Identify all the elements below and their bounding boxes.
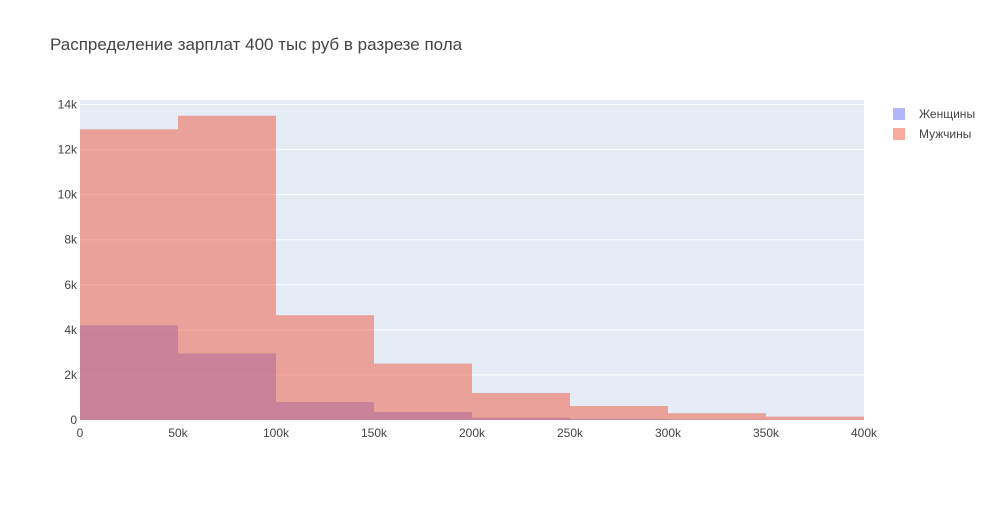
legend-item-men[interactable]: Мужчины xyxy=(893,127,971,141)
x-tick-label: 50k xyxy=(168,426,188,440)
legend-swatch xyxy=(893,128,905,140)
y-tick-label: 14k xyxy=(58,98,78,112)
x-tick-label: 150k xyxy=(361,426,388,440)
x-axis: 0 50k 100k 150k 200k 250k 300k 350k 400k xyxy=(77,426,878,440)
x-tick-label: 350k xyxy=(753,426,780,440)
y-tick-label: 2k xyxy=(64,368,78,382)
y-tick-label: 6k xyxy=(64,278,78,292)
y-tick-label: 8k xyxy=(64,233,78,247)
y-axis: 0 2k 4k 6k 8k 10k 12k 14k xyxy=(58,98,78,427)
legend[interactable]: Женщины Мужчины xyxy=(893,107,975,141)
histogram-bar-men-6 xyxy=(668,413,766,420)
legend-item-women[interactable]: Женщины xyxy=(893,107,975,121)
histogram-bar-men-2 xyxy=(276,315,374,420)
legend-swatch xyxy=(893,108,905,120)
x-tick-label: 300k xyxy=(655,426,682,440)
x-tick-label: 250k xyxy=(557,426,584,440)
histogram-bar-men-3 xyxy=(374,364,472,420)
legend-label: Мужчины xyxy=(919,127,971,141)
y-tick-label: 10k xyxy=(58,188,78,202)
x-tick-label: 200k xyxy=(459,426,486,440)
y-tick-label: 0 xyxy=(70,413,77,427)
histogram-bar-men-0 xyxy=(80,129,178,420)
histogram-bar-men-4 xyxy=(472,393,570,420)
x-tick-label: 100k xyxy=(263,426,290,440)
y-tick-label: 12k xyxy=(58,143,78,157)
y-tick-label: 4k xyxy=(64,323,78,337)
histogram-bar-men-7 xyxy=(766,417,864,420)
histogram-bar-men-1 xyxy=(178,116,276,420)
chart-title: Распределение зарплат 400 тыс руб в разр… xyxy=(50,35,463,54)
x-tick-label: 0 xyxy=(77,426,84,440)
x-tick-label: 400k xyxy=(851,426,878,440)
histogram-bar-men-5 xyxy=(570,406,668,420)
legend-label: Женщины xyxy=(919,107,975,121)
